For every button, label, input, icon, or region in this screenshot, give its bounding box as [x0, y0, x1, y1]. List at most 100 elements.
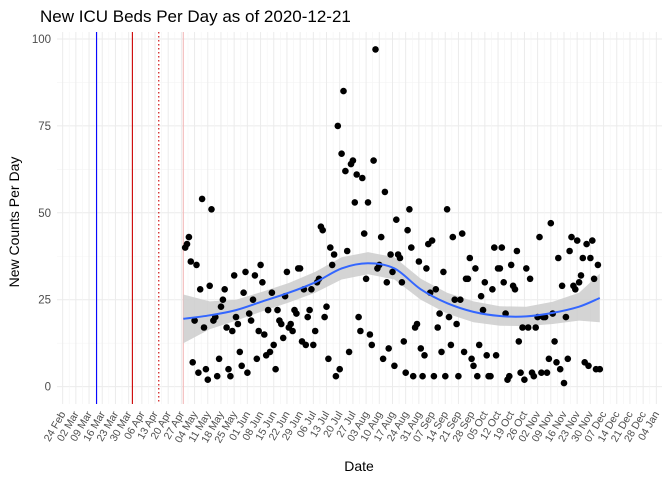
data-point — [547, 219, 555, 227]
data-point — [442, 372, 449, 380]
data-point — [338, 150, 345, 157]
smooth-trend — [183, 262, 601, 320]
confidence-band — [183, 252, 600, 344]
data-point — [396, 254, 404, 262]
data-point — [232, 313, 240, 321]
data-point — [562, 313, 570, 321]
y-tick-label: 100 — [32, 34, 51, 46]
data-point — [353, 171, 361, 178]
data-point — [323, 303, 330, 311]
data-point — [419, 372, 426, 380]
data-point — [507, 261, 515, 269]
data-point — [455, 372, 462, 380]
data-point — [345, 348, 353, 356]
data-point — [398, 279, 406, 286]
data-point — [577, 272, 585, 279]
data-point — [409, 372, 417, 380]
data-point — [530, 372, 538, 380]
data-point — [572, 286, 579, 293]
data-point — [447, 341, 455, 349]
chart-title: New ICU Beds Per Day as of 2020-12-21 — [40, 7, 351, 26]
data-point — [543, 369, 551, 377]
data-point — [413, 320, 421, 328]
data-point — [293, 310, 300, 317]
data-point — [406, 206, 413, 213]
data-point — [377, 233, 385, 241]
data-point — [532, 324, 539, 331]
data-point — [481, 279, 489, 286]
data-point — [245, 310, 253, 317]
data-point — [327, 244, 334, 251]
data-point — [370, 157, 377, 164]
data-point — [204, 376, 212, 384]
data-point — [587, 254, 594, 262]
data-point — [477, 292, 485, 300]
data-point — [268, 289, 276, 297]
data-point — [198, 195, 206, 203]
data-point — [217, 303, 225, 311]
data-points — [181, 46, 604, 387]
data-point — [391, 362, 398, 370]
data-point — [302, 341, 310, 349]
data-point — [340, 87, 347, 95]
data-point — [259, 279, 266, 286]
data-point — [589, 237, 596, 244]
data-point — [573, 237, 581, 244]
data-point — [440, 268, 447, 276]
reference-lines — [96, 32, 184, 404]
data-point — [368, 341, 376, 349]
data-point — [449, 233, 457, 241]
y-tick-label: 25 — [38, 295, 51, 307]
data-point — [483, 352, 491, 359]
data-point — [187, 258, 195, 265]
data-point — [521, 376, 528, 384]
data-point — [506, 372, 513, 380]
data-point — [583, 240, 590, 248]
data-point — [585, 362, 592, 370]
data-point — [564, 355, 572, 363]
data-point — [223, 324, 230, 331]
data-point — [278, 320, 285, 328]
x-axis-title: Date — [344, 458, 374, 474]
data-point — [428, 237, 436, 244]
data-point — [590, 275, 598, 283]
data-point — [191, 317, 198, 324]
data-point — [206, 282, 213, 290]
data-point — [189, 359, 196, 366]
data-point — [566, 247, 573, 255]
data-point — [451, 296, 459, 304]
data-point — [526, 275, 534, 283]
data-point — [389, 268, 396, 276]
data-point — [594, 261, 602, 269]
data-point — [255, 327, 262, 335]
data-point — [225, 365, 232, 373]
data-point — [342, 167, 349, 175]
data-point — [460, 348, 468, 356]
data-point — [555, 254, 562, 262]
data-point — [475, 341, 483, 349]
trend-line — [183, 262, 601, 320]
data-point — [208, 206, 215, 213]
data-point — [445, 313, 453, 321]
data-point — [458, 230, 466, 237]
data-point — [579, 254, 587, 262]
confidence-ribbon — [183, 252, 600, 344]
data-point — [393, 216, 400, 223]
data-point — [240, 289, 247, 297]
data-point — [468, 355, 475, 363]
data-point — [247, 317, 255, 324]
data-point — [279, 334, 287, 342]
data-point — [236, 348, 244, 356]
y-tick-label: 50 — [38, 208, 51, 220]
data-point — [517, 369, 524, 377]
data-point — [289, 327, 296, 335]
data-point — [253, 355, 261, 363]
data-point — [400, 338, 408, 345]
data-point — [575, 279, 583, 286]
data-point — [491, 244, 498, 251]
data-point — [249, 296, 257, 304]
data-point — [364, 199, 372, 206]
data-point — [383, 279, 391, 286]
data-point — [487, 372, 494, 380]
data-point — [379, 355, 387, 363]
